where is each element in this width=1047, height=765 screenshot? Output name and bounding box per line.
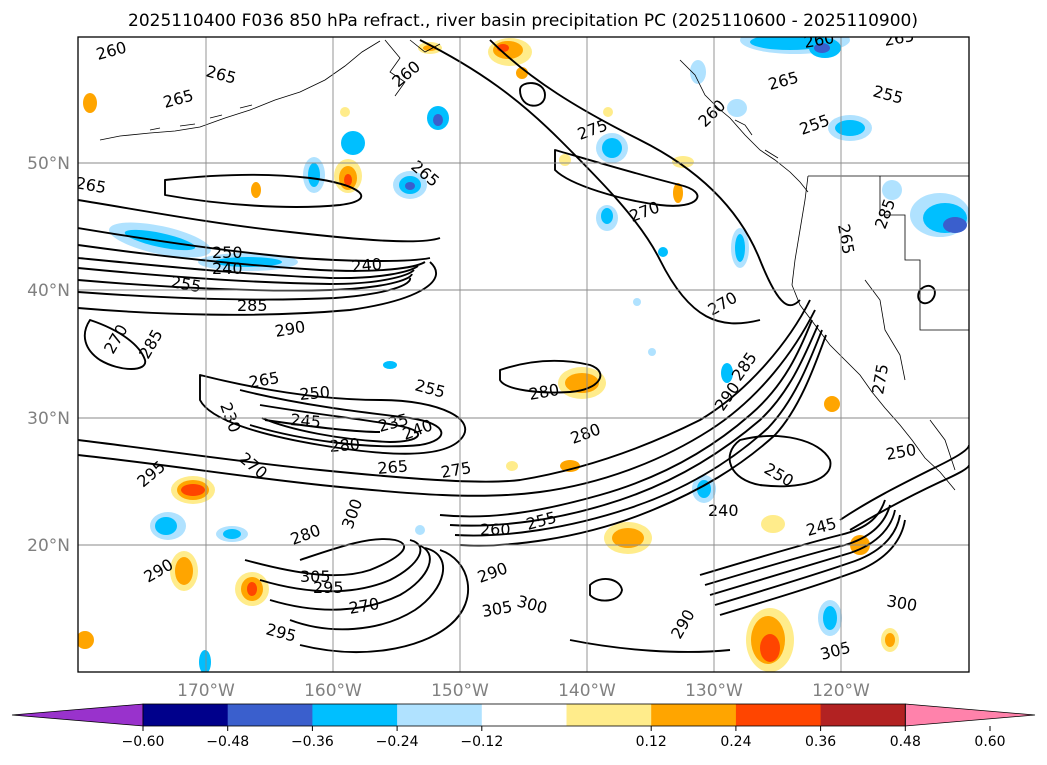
contour-label: 245 — [290, 410, 322, 432]
contour-label: 260 — [480, 520, 511, 539]
colorbar-swatch — [143, 704, 229, 726]
contour-label: 280 — [329, 434, 361, 456]
lon-label: 130°W — [685, 681, 743, 701]
lon-label: 150°W — [431, 681, 489, 701]
contour-label: 240 — [708, 501, 739, 520]
contour-label: 240 — [212, 259, 243, 278]
colorbar-extend-min — [11, 703, 144, 727]
map-frame — [77, 36, 970, 673]
graticule — [78, 37, 969, 672]
colorbar-swatch — [651, 704, 737, 726]
colorbar-tick-label: −0.24 — [376, 734, 419, 750]
colorbar-swatch — [481, 704, 567, 726]
colorbar-swatch — [566, 704, 652, 726]
colorbar-swatch — [227, 704, 313, 726]
colorbar-tick-label: 0.48 — [890, 734, 921, 750]
contour-label: 250 — [299, 382, 331, 404]
colorbar-tick-label: −0.12 — [460, 734, 503, 750]
contour-label: 305 — [300, 567, 331, 586]
colorbar-tick-label: 0.12 — [636, 734, 667, 750]
colorbar-swatches — [11, 703, 1036, 727]
colorbar-tick-label: 0.24 — [720, 734, 751, 750]
colorbar: −0.60 −0.48 −0.36 −0.24 −0.12 0.12 0.24 0.36 0.4… — [11, 703, 1036, 750]
colorbar-tick-label: 0.36 — [805, 734, 836, 750]
colorbar-swatch — [397, 704, 483, 726]
colorbar-ticks: −0.60 −0.48 −0.36 −0.24 −0.12 0.12 0.24 0.36 0.4… — [122, 726, 1006, 750]
lat-label: 40°N — [27, 281, 70, 301]
colorbar-tick-label: −0.36 — [291, 734, 334, 750]
figure-title: 2025110400 F036 850 hPa refract., river … — [128, 11, 918, 31]
lat-label: 50°N — [27, 154, 70, 174]
coastlines — [99, 39, 969, 491]
lon-label: 140°W — [558, 681, 616, 701]
contour-label: 265 — [74, 173, 107, 197]
colorbar-tick-label: −0.60 — [122, 734, 165, 750]
contour-label: 250 — [212, 243, 243, 262]
lon-label: 160°W — [304, 681, 362, 701]
colorbar-extend-max — [904, 703, 1036, 727]
colorbar-swatch — [735, 704, 822, 726]
contour-label: 240 — [351, 254, 383, 276]
lat-label: 30°N — [27, 409, 70, 429]
colorbar-tick-label: 0.60 — [974, 734, 1005, 750]
refractivity-contours — [78, 39, 969, 653]
colorbar-swatch — [820, 704, 906, 726]
contour-label: 285 — [237, 296, 268, 315]
latitude-labels: 50°N 40°N 30°N 20°N — [27, 154, 70, 556]
contour-label: 265 — [377, 456, 409, 478]
longitude-labels: 170°W 160°W 150°W 140°W 130°W 120°W — [177, 681, 870, 701]
lon-label: 120°W — [812, 681, 870, 701]
lat-label: 20°N — [27, 536, 70, 556]
precip-anomaly-shading — [78, 37, 969, 672]
contour-label: 295 — [313, 578, 344, 597]
map-panel: 260 265 265 265 260 265 265 255 255 275 … — [27, 36, 970, 701]
lon-label: 170°W — [177, 681, 235, 701]
colorbar-swatch — [312, 704, 398, 726]
colorbar-tick-label: −0.48 — [206, 734, 249, 750]
colorbar-frame — [142, 703, 906, 727]
